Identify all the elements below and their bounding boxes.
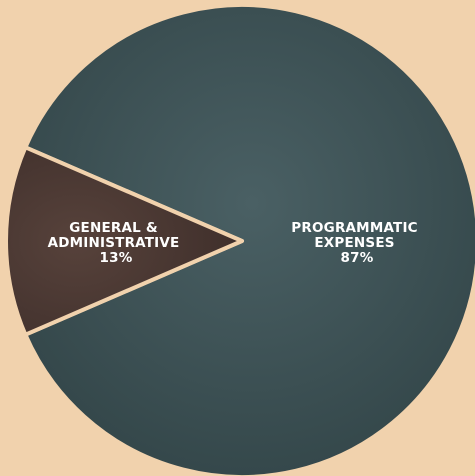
pie-slices [4,3,475,476]
slice-label-programmatic-line-2: EXPENSES [314,235,394,251]
slice-label-programmatic-line-1: PROGRAMMATIC [291,220,418,236]
slice-value-programmatic: 87% [341,250,374,266]
slice-value-general-administrative: 13% [100,250,133,266]
slice-label-ga-line-2: ADMINISTRATIVE [48,235,180,251]
slice-label-programmatic: PROGRAMMATIC EXPENSES 87% [291,220,422,266]
slice-programmatic-expenses [23,3,475,476]
slice-label-ga-line-1: GENERAL & [69,220,158,236]
slice-general-administrative [4,145,244,337]
slice-label-general-administrative: GENERAL & ADMINISTRATIVE 13% [48,220,185,266]
